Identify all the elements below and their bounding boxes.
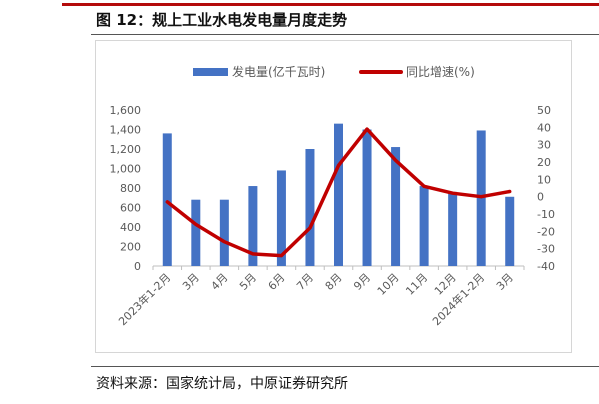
source-rule — [91, 366, 599, 367]
left-axis-tick-label: 1,000 — [110, 163, 142, 176]
right-axis-tick-label: 0 — [537, 191, 544, 204]
right-axis-tick-label: 50 — [537, 104, 551, 117]
x-tick-label: 7月 — [294, 271, 316, 293]
bar-10 — [448, 191, 458, 266]
x-tick-label: 11月 — [403, 271, 430, 298]
left-axis-tick-label: 0 — [134, 260, 141, 273]
left-axis-tick-label: 600 — [120, 202, 141, 215]
bar-1 — [191, 199, 201, 266]
left-axis-ticks: 0 200 400 600 800 1,000 1,200 1,400 1,600 — [110, 104, 142, 273]
left-axis-tick-label: 800 — [120, 182, 141, 195]
bar-0 — [162, 133, 172, 266]
bar-6 — [334, 123, 343, 267]
legend-line-label: 同比增速(%) — [406, 65, 475, 79]
bar-5 — [305, 149, 315, 266]
right-axis-tick-label: -10 — [537, 208, 555, 221]
x-axis-ticks: 2023年1-2月 3月 4月 5月 6月 7月 8月 9月 10月 11月 12月2024年1-2… — [115, 270, 515, 328]
right-axis-tick-label: 40 — [537, 121, 551, 134]
left-axis-tick-label: 200 — [120, 241, 141, 254]
x-tick-label: 6月 — [266, 271, 288, 293]
bar-7 — [362, 129, 372, 266]
legend-bar-label: 发电量(亿千瓦时) — [232, 64, 325, 79]
right-axis-tick-label: -40 — [537, 260, 555, 273]
x-tick-label: 9月 — [351, 271, 373, 293]
chart-frame — [95, 40, 572, 353]
top-rule — [62, 3, 599, 6]
legend: 发电量(亿千瓦时) 同比增速(%) — [193, 64, 475, 79]
right-axis-tick-label: 10 — [537, 173, 551, 186]
left-axis-tick-label: 1,400 — [110, 124, 142, 137]
x-tick-label: 8月 — [323, 271, 345, 293]
bar-12 — [505, 196, 515, 266]
x-tick-label: 4月 — [209, 271, 231, 293]
x-tick-label: 5月 — [237, 271, 259, 293]
right-axis-tick-label: -20 — [537, 225, 555, 238]
left-axis-tick-label: 1,600 — [110, 104, 142, 117]
x-tick-label: 2023年1-2月 — [115, 270, 173, 328]
bar-3 — [248, 186, 258, 266]
bar-2 — [219, 199, 229, 266]
bar-4 — [276, 170, 286, 266]
right-axis-tick-label: 30 — [537, 139, 551, 152]
bar-8 — [391, 147, 401, 266]
figure-title: 图 12：规上工业水电发电量月度走势 — [96, 11, 348, 29]
axes — [152, 265, 525, 270]
legend-bar-swatch — [193, 68, 228, 76]
left-axis-tick-label: 400 — [120, 221, 141, 234]
right-axis-tick-label: -30 — [537, 243, 555, 256]
x-tick-label: 3月 — [180, 271, 202, 293]
title-rule — [91, 34, 599, 35]
x-tick-label: 10月 — [375, 271, 402, 298]
left-axis-tick-label: 1,200 — [110, 143, 142, 156]
x-tick-label: 3月 — [494, 271, 516, 293]
right-axis-tick-label: 20 — [537, 156, 551, 169]
source-note: 资料来源：国家统计局，中原证券研究所 — [96, 376, 348, 392]
bar-9 — [419, 186, 429, 266]
line-series — [165, 127, 512, 258]
x-tick-label: 2024年1-2月 — [429, 270, 487, 328]
right-axis-ticks: -40 -30 -20 -10 0 10 20 30 40 50 — [537, 104, 555, 273]
